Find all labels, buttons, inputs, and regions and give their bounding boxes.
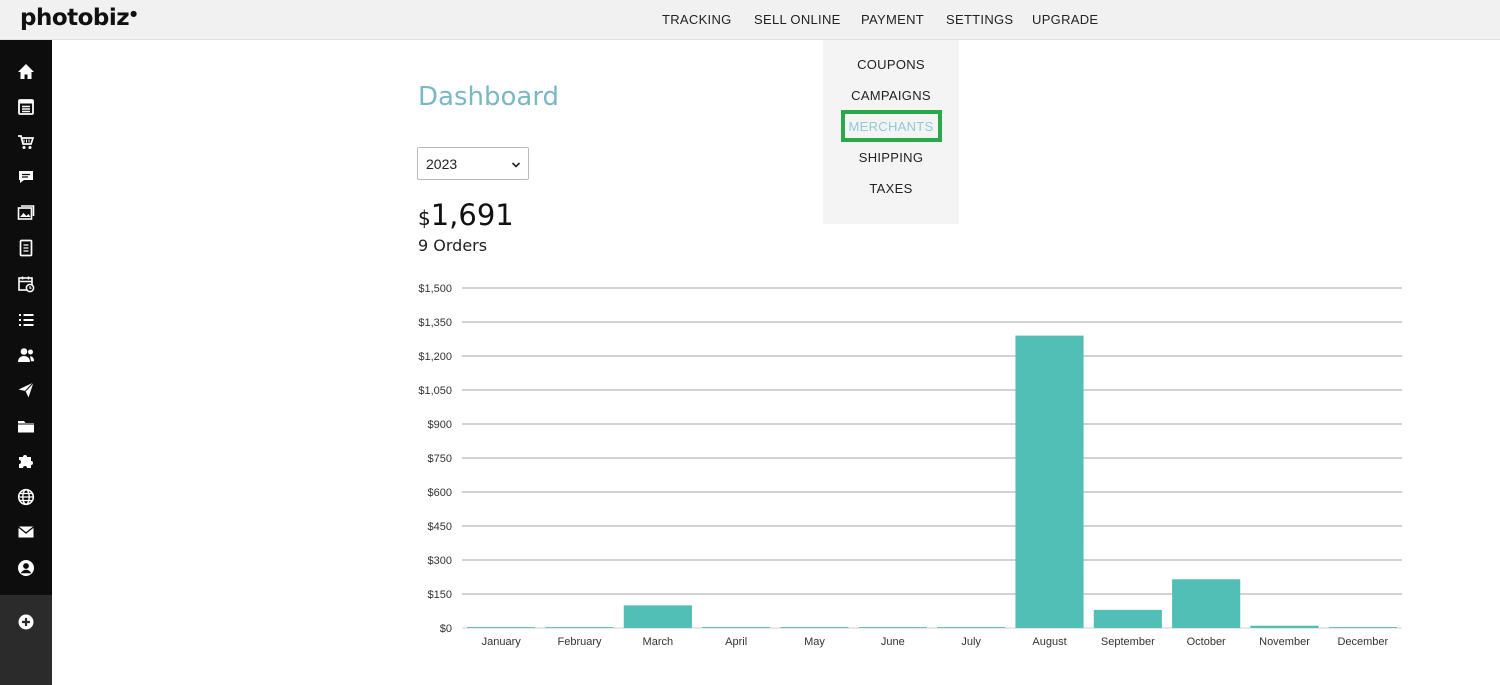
nav-settings[interactable]: SETTINGS bbox=[946, 12, 1014, 27]
chat-icon[interactable] bbox=[16, 167, 36, 187]
users-icon[interactable] bbox=[16, 345, 36, 365]
bar bbox=[623, 605, 692, 628]
y-tick-label: $1,050 bbox=[418, 385, 452, 397]
x-tick-label: February bbox=[557, 636, 602, 648]
x-tick-label: May bbox=[804, 636, 825, 648]
x-tick-label: September bbox=[1101, 636, 1155, 648]
bar bbox=[1093, 609, 1162, 628]
x-tick-label: June bbox=[881, 636, 905, 648]
schedule-icon[interactable] bbox=[16, 274, 36, 294]
puzzle-icon[interactable] bbox=[16, 451, 36, 471]
x-tick-label: January bbox=[482, 636, 522, 648]
y-tick-label: $1,500 bbox=[418, 283, 452, 295]
cart-icon[interactable] bbox=[16, 132, 36, 152]
top-bar: photobiz● TRACKING SELL ONLINE PAYMENT S… bbox=[0, 0, 1500, 40]
menu-taxes[interactable]: TAXES bbox=[869, 181, 913, 196]
add-icon[interactable] bbox=[16, 612, 36, 632]
bar bbox=[702, 627, 771, 628]
bar bbox=[858, 627, 927, 628]
bar bbox=[937, 627, 1006, 628]
x-tick-label: July bbox=[961, 636, 981, 648]
nav-payment[interactable]: PAYMENT bbox=[861, 12, 925, 27]
sidebar-bottom bbox=[0, 595, 52, 685]
list-icon[interactable] bbox=[16, 310, 36, 330]
total-revenue: $1,691 bbox=[418, 198, 514, 232]
y-tick-label: $1,350 bbox=[418, 317, 452, 329]
bar bbox=[780, 627, 849, 628]
registered-mark: ● bbox=[130, 9, 137, 19]
x-tick-label: October bbox=[1187, 636, 1226, 648]
bar bbox=[1328, 627, 1397, 628]
home-icon[interactable] bbox=[16, 62, 36, 82]
payment-dropdown: COUPONS CAMPAIGNS MERCHANTS SHIPPING TAX… bbox=[823, 40, 959, 224]
y-tick-label: $750 bbox=[428, 453, 452, 465]
calendar-list-icon[interactable] bbox=[16, 97, 36, 117]
bar bbox=[1172, 579, 1241, 628]
page-title: Dashboard bbox=[418, 82, 560, 112]
send-icon[interactable] bbox=[16, 380, 36, 400]
x-tick-label: March bbox=[643, 636, 674, 648]
gallery-icon[interactable] bbox=[16, 203, 36, 223]
menu-campaigns[interactable]: CAMPAIGNS bbox=[851, 88, 931, 103]
bar bbox=[1015, 335, 1084, 628]
bar bbox=[467, 627, 536, 628]
y-tick-label: $0 bbox=[440, 623, 452, 635]
bar bbox=[1250, 625, 1319, 628]
y-tick-label: $450 bbox=[428, 521, 452, 533]
account-icon[interactable] bbox=[16, 558, 36, 578]
orders-count: 9 Orders bbox=[418, 236, 488, 255]
nav-tracking[interactable]: TRACKING bbox=[662, 12, 732, 27]
menu-coupons[interactable]: COUPONS bbox=[857, 57, 925, 72]
year-select[interactable]: 2023 bbox=[417, 147, 529, 180]
globe-icon[interactable] bbox=[16, 487, 36, 507]
y-tick-label: $150 bbox=[428, 589, 452, 601]
chevron-down-icon bbox=[511, 157, 521, 168]
nav-sell-online[interactable]: SELL ONLINE bbox=[754, 12, 841, 27]
top-nav: TRACKING SELL ONLINE PAYMENT SETTINGS UP… bbox=[0, 12, 1500, 28]
x-tick-label: November bbox=[1259, 636, 1310, 648]
logo[interactable]: photobiz● bbox=[20, 5, 137, 31]
year-value: 2023 bbox=[426, 156, 458, 172]
y-tick-label: $900 bbox=[428, 419, 452, 431]
y-tick-label: $1,200 bbox=[418, 351, 452, 363]
document-icon[interactable] bbox=[16, 238, 36, 258]
mail-icon[interactable] bbox=[16, 522, 36, 542]
sidebar bbox=[0, 40, 52, 685]
y-tick-label: $600 bbox=[428, 487, 452, 499]
x-tick-label: August bbox=[1032, 636, 1066, 648]
logo-text: photobiz bbox=[20, 5, 130, 31]
bar bbox=[545, 627, 614, 628]
nav-upgrade[interactable]: UPGRADE bbox=[1032, 12, 1099, 27]
merchants-highlight-box bbox=[841, 110, 942, 142]
currency-symbol: $ bbox=[418, 206, 431, 230]
revenue-chart: $0 $150 $300 $450 $600 $750 $900 $1,050 $1,200 $1… bbox=[418, 283, 1402, 648]
menu-merchants[interactable]: MERCHANTS bbox=[848, 119, 934, 134]
y-tick-label: $300 bbox=[428, 555, 452, 567]
x-tick-label: December bbox=[1337, 636, 1388, 648]
x-tick-label: April bbox=[725, 636, 747, 648]
total-amount: 1,691 bbox=[430, 198, 514, 232]
folder-icon[interactable] bbox=[16, 416, 36, 436]
menu-shipping[interactable]: SHIPPING bbox=[858, 150, 924, 165]
